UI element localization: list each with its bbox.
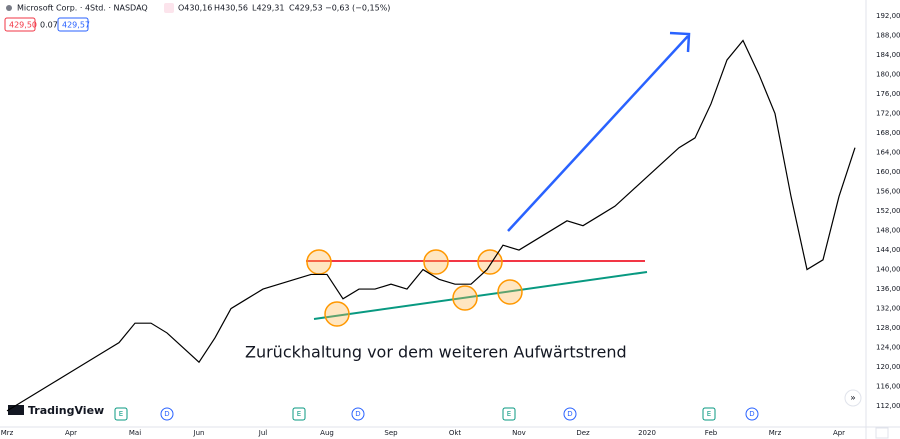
event-marker	[563, 407, 577, 421]
y-tick-label: 152,00	[876, 207, 900, 215]
scroll-icon: »	[850, 394, 856, 404]
x-tick-label: Feb	[705, 429, 718, 437]
x-tick-label: 2020	[638, 429, 656, 437]
touch-point	[324, 301, 350, 327]
settings-button[interactable]	[875, 427, 889, 439]
x-tick-label: Nov	[512, 429, 526, 437]
y-tick-label: 192,00	[876, 12, 900, 20]
symbol-icon	[6, 5, 12, 11]
event-label: D	[355, 410, 360, 418]
event-label: D	[749, 410, 754, 418]
event-marker	[745, 407, 759, 421]
bid-box[interactable]	[4, 17, 36, 32]
event-marker	[351, 407, 365, 421]
y-tick-label: 132,00	[876, 305, 900, 313]
y-tick-label: 136,00	[876, 285, 900, 293]
trend-arrow-head	[669, 31, 691, 53]
logo: TradingView	[28, 404, 104, 417]
event-label: E	[297, 410, 301, 418]
y-tick-label: 164,00	[876, 149, 900, 157]
event-label: E	[507, 410, 511, 418]
price-line	[6, 39, 856, 412]
support-line	[313, 271, 648, 320]
y-tick-label: 184,00	[876, 51, 900, 59]
x-tick-label: Mrz	[1, 429, 14, 437]
bid: 429,50	[9, 21, 37, 30]
symbol: Microsoft Corp. · 4Std. · NASDAQ	[17, 4, 148, 13]
close: C429,53	[289, 4, 323, 13]
y-tick-label: 156,00	[876, 188, 900, 196]
event-marker	[292, 407, 306, 421]
high: H430,56	[214, 4, 248, 13]
event-label: E	[119, 410, 123, 418]
y-tick-label: 144,00	[876, 246, 900, 254]
x-tick-label: Mrz	[769, 429, 782, 437]
event-marker	[502, 407, 516, 421]
annotation: Zurückhaltung vor dem weiteren Aufwärtst…	[245, 343, 627, 362]
ask-box[interactable]	[57, 17, 89, 32]
y-tick-label: 188,00	[876, 32, 900, 40]
y-tick-label: 112,00	[876, 402, 900, 410]
event-marker	[702, 407, 716, 421]
spread: 0.07	[40, 21, 58, 30]
y-tick-label: 180,00	[876, 71, 900, 79]
touch-points	[306, 249, 523, 327]
x-tick-label: Jun	[193, 429, 205, 437]
event-label: D	[164, 410, 169, 418]
x-tick-label: Apr	[65, 429, 77, 437]
touch-point	[306, 249, 332, 275]
event-marker	[114, 407, 128, 421]
event-marker	[160, 407, 174, 421]
y-tick-label: 124,00	[876, 344, 900, 352]
x-tick-label: Jul	[258, 429, 268, 437]
trend-arrow	[507, 35, 689, 232]
y-tick-label: 168,00	[876, 129, 900, 137]
touch-point	[477, 249, 503, 275]
y-tick-label: 172,00	[876, 110, 900, 118]
event-label: D	[567, 410, 572, 418]
y-tick-label: 176,00	[876, 90, 900, 98]
y-tick-label: 120,00	[876, 363, 900, 371]
x-tick-label: Mai	[129, 429, 141, 437]
y-tick-label: 160,00	[876, 168, 900, 176]
x-tick-label: Dez	[576, 429, 590, 437]
logo-icon	[8, 405, 24, 415]
touch-point	[452, 285, 478, 311]
x-tick-label: Sep	[384, 429, 398, 437]
open: O430,16	[178, 4, 212, 13]
x-tick-label: Aug	[320, 429, 334, 437]
touch-point	[497, 279, 523, 305]
x-tick-label: Okt	[449, 429, 462, 437]
touch-point	[423, 249, 449, 275]
scroll-button[interactable]	[844, 389, 862, 407]
ask: 429,57	[62, 21, 90, 30]
y-tick-label: 128,00	[876, 324, 900, 332]
flag	[164, 3, 174, 13]
y-tick-label: 148,00	[876, 227, 900, 235]
x-tick-label: Apr	[833, 429, 845, 437]
change: −0,63 (−0,15%)	[325, 4, 390, 13]
y-tick-label: 116,00	[876, 383, 900, 391]
low: L429,31	[252, 4, 284, 13]
event-label: E	[707, 410, 711, 418]
y-tick-label: 140,00	[876, 266, 900, 274]
